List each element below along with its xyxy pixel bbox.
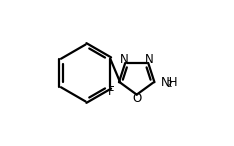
Text: NH: NH bbox=[161, 76, 179, 89]
Text: O: O bbox=[132, 92, 141, 105]
Text: N: N bbox=[145, 53, 154, 66]
Text: N: N bbox=[120, 53, 129, 66]
Text: 2: 2 bbox=[167, 80, 172, 89]
Text: F: F bbox=[108, 85, 114, 99]
